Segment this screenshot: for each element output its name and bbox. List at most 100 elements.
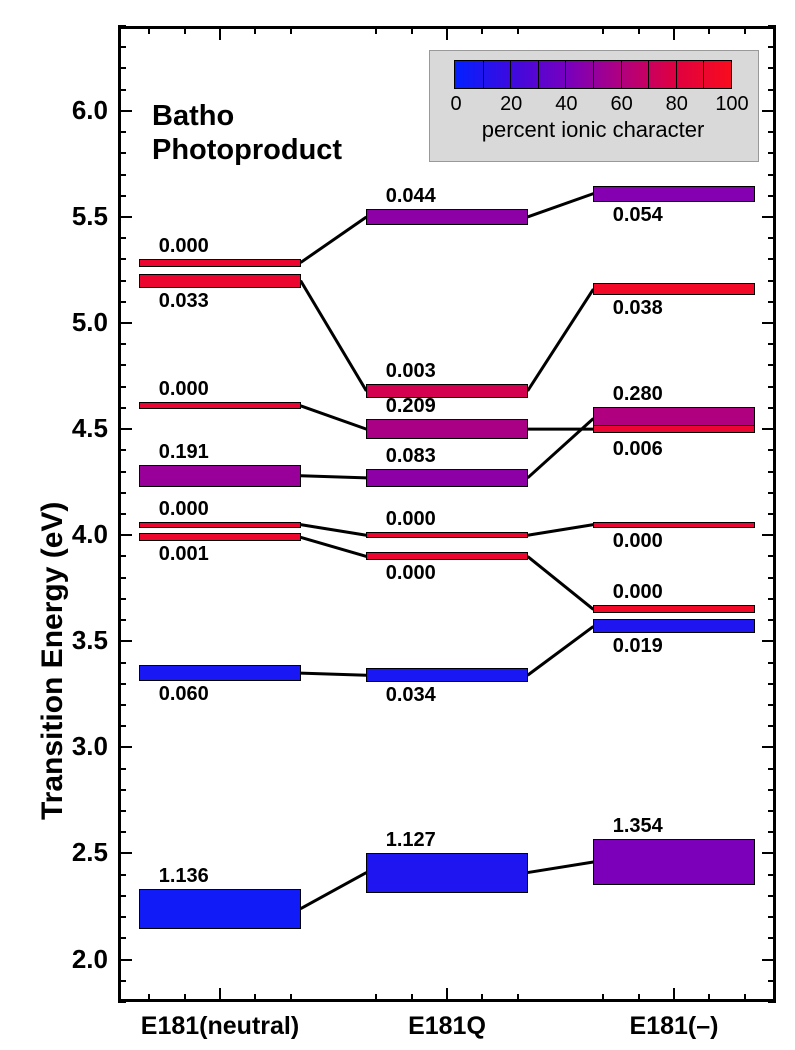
legend-grad-tick [703, 60, 704, 89]
y-tick-label: 4.0 [72, 519, 108, 550]
legend-grad-tick [483, 60, 484, 89]
y-tick [118, 555, 126, 557]
x-tick [411, 26, 413, 34]
level-value: 0.000 [386, 562, 436, 585]
y-tick [118, 216, 132, 218]
y-tick-label: 3.5 [72, 625, 108, 656]
level-value: 1.127 [386, 829, 436, 852]
energy-level [139, 665, 300, 681]
y-tick [762, 534, 776, 536]
energy-level [366, 469, 527, 487]
y-tick [118, 534, 132, 536]
x-tick [184, 994, 186, 1002]
energy-level [366, 853, 527, 893]
y-tick [762, 746, 776, 748]
level-value: 0.000 [386, 508, 436, 531]
y-tick [118, 195, 126, 197]
y-tick [118, 725, 126, 727]
y-tick [118, 937, 126, 939]
legend-tick-label: 100 [712, 93, 752, 116]
y-tick [768, 25, 776, 27]
y-tick [768, 89, 776, 91]
x-tick [411, 994, 413, 1002]
y-tick [768, 768, 776, 770]
y-tick [118, 152, 126, 154]
level-value: 1.354 [613, 815, 663, 838]
y-tick [768, 343, 776, 345]
legend-grad-tick [676, 60, 677, 89]
level-value: 0.000 [159, 235, 209, 258]
energy-level [139, 402, 300, 409]
y-tick [118, 619, 126, 621]
y-tick [768, 916, 776, 918]
y-tick [118, 258, 126, 260]
energy-level [139, 889, 300, 929]
x-tick [481, 994, 483, 1002]
y-tick [118, 131, 126, 133]
y-tick [118, 810, 126, 812]
y-tick [118, 407, 126, 409]
y-tick [118, 237, 126, 239]
y-tick [118, 577, 126, 579]
level-value: 0.280 [613, 383, 663, 406]
y-tick [118, 471, 126, 473]
level-value: 0.000 [613, 581, 663, 604]
legend-tick-label: 80 [657, 93, 697, 116]
energy-level [593, 283, 754, 295]
legend-tick-label: 40 [546, 93, 586, 116]
y-tick [768, 704, 776, 706]
y-tick [768, 577, 776, 579]
y-tick [118, 959, 132, 961]
energy-level [139, 465, 300, 487]
energy-level [139, 533, 300, 541]
x-category-label: E181(–) [564, 1012, 784, 1041]
y-tick [118, 174, 126, 176]
y-tick [768, 980, 776, 982]
y-tick [762, 959, 776, 961]
level-value: 0.033 [159, 290, 209, 313]
y-tick [768, 662, 776, 664]
level-value: 0.006 [613, 438, 663, 461]
level-value: 0.000 [159, 498, 209, 521]
x-tick [375, 994, 377, 1002]
level-value: 0.191 [159, 441, 209, 464]
energy-level [139, 259, 300, 267]
level-value: 0.034 [386, 684, 436, 707]
level-value: 0.060 [159, 683, 209, 706]
y-tick [118, 301, 126, 303]
legend-grad-tick [621, 60, 622, 89]
y-tick [768, 407, 776, 409]
y-tick [768, 619, 776, 621]
energy-level [366, 668, 527, 682]
x-tick [254, 994, 256, 1002]
y-tick [118, 746, 132, 748]
y-tick [768, 874, 776, 876]
y-axis-title: Transition Energy (eV) [36, 502, 70, 820]
x-tick [290, 26, 292, 34]
y-tick [768, 364, 776, 366]
level-value: 0.003 [386, 360, 436, 383]
y-tick [118, 789, 126, 791]
y-tick [118, 662, 126, 664]
energy-level [366, 552, 527, 560]
level-value: 0.083 [386, 445, 436, 468]
x-tick [184, 26, 186, 34]
y-tick-label: 6.0 [72, 95, 108, 126]
x-tick [744, 26, 746, 34]
y-tick [768, 789, 776, 791]
y-tick [118, 89, 126, 91]
y-tick [118, 980, 126, 982]
level-value: 0.001 [159, 543, 209, 566]
y-tick [118, 768, 126, 770]
x-category-label: E181Q [337, 1012, 557, 1041]
y-tick [118, 110, 132, 112]
y-tick [118, 874, 126, 876]
x-tick [290, 994, 292, 1002]
y-tick [118, 704, 126, 706]
x-tick [673, 26, 675, 40]
x-tick [375, 26, 377, 34]
legend-tick-label: 60 [602, 93, 642, 116]
y-tick [118, 280, 126, 282]
level-value: 0.054 [613, 204, 663, 227]
y-tick [768, 598, 776, 600]
